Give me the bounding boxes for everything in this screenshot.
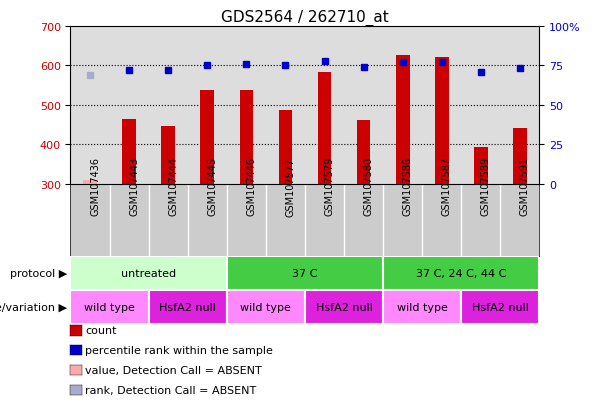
Text: 37 C: 37 C [292,268,318,278]
Text: count: count [85,325,116,335]
Text: wild type: wild type [240,302,291,312]
Bar [227,290,305,324]
Text: GSM107445: GSM107445 [207,157,217,216]
Text: GSM107446: GSM107446 [246,157,256,216]
Text: GSM107443: GSM107443 [129,157,139,216]
Bar [396,56,409,184]
Bar [200,90,214,184]
Bar [83,180,97,184]
Bar [474,147,488,184]
Bar [149,290,227,324]
Bar [435,57,449,184]
Bar [318,72,332,184]
Text: wild type: wild type [84,302,135,312]
Text: HsfA2 null: HsfA2 null [316,302,373,312]
Bar [70,290,149,324]
Text: GSM107580: GSM107580 [364,157,373,216]
Text: genotype/variation ▶: genotype/variation ▶ [0,302,67,312]
Bar [383,256,539,290]
Text: GSM107587: GSM107587 [442,157,452,216]
Bar [462,290,539,324]
Text: HsfA2 null: HsfA2 null [472,302,529,312]
Bar [227,256,383,290]
Text: GSM107577: GSM107577 [286,157,295,216]
Bar [122,120,136,184]
Bar [240,90,253,184]
Text: GSM107591: GSM107591 [520,157,530,216]
Text: GSM107589: GSM107589 [481,157,491,216]
Bar [383,290,462,324]
Text: HsfA2 null: HsfA2 null [159,302,216,312]
Text: GSM107579: GSM107579 [324,157,335,216]
Text: value, Detection Call = ABSENT: value, Detection Call = ABSENT [85,365,262,375]
Text: GSM107436: GSM107436 [90,157,100,216]
Bar [161,126,175,184]
Text: rank, Detection Call = ABSENT: rank, Detection Call = ABSENT [85,385,256,395]
Bar [278,111,292,184]
Text: GSM107444: GSM107444 [168,157,178,216]
Text: protocol ▶: protocol ▶ [10,268,67,278]
Text: untreated: untreated [121,268,176,278]
Bar [513,129,527,184]
Text: wild type: wild type [397,302,447,312]
Text: 37 C, 24 C, 44 C: 37 C, 24 C, 44 C [416,268,506,278]
Title: GDS2564 / 262710_at: GDS2564 / 262710_at [221,9,389,26]
Bar [357,121,370,184]
Bar [70,256,227,290]
Text: percentile rank within the sample: percentile rank within the sample [85,345,273,355]
Bar [305,290,383,324]
Text: GSM107586: GSM107586 [403,157,413,216]
